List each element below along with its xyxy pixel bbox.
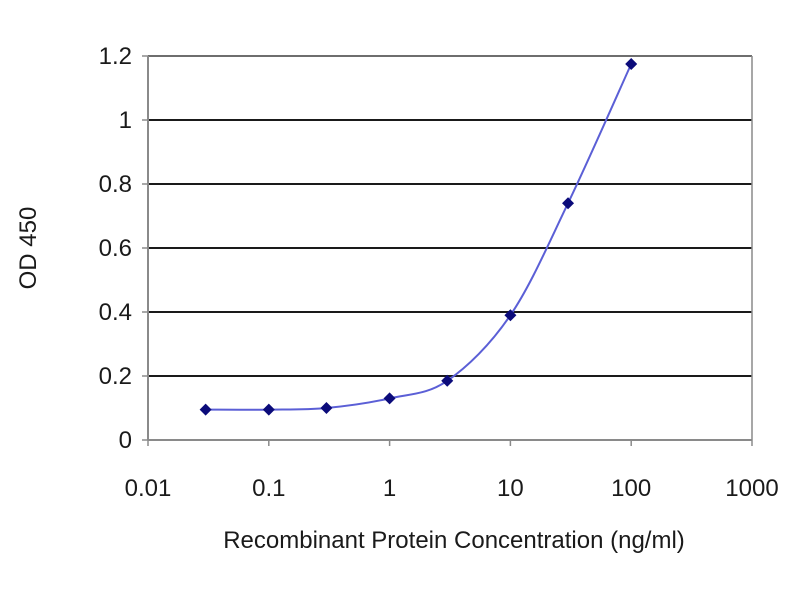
series-line	[205, 63, 633, 411]
tick-labels: 0.01 0.1 1 10 100 1000 0 0.2 0.4 0.6 0.8 1 1.2	[99, 43, 779, 502]
x-tick-label: 1	[383, 475, 396, 502]
y-tick-label: 0.8	[99, 171, 132, 198]
y-tick-label: 0.6	[99, 235, 132, 262]
y-tick-label: 0.4	[99, 299, 132, 326]
x-tick-label: 100	[611, 475, 651, 502]
data-point-marker	[320, 402, 333, 414]
y-tick-label: 0	[119, 427, 132, 454]
grid-lines	[148, 55, 752, 377]
x-axis-title: Recombinant Protein Concentration (ng/ml…	[223, 527, 685, 554]
data-point-marker	[625, 58, 638, 70]
data-point-marker	[383, 392, 396, 405]
data-point-marker	[504, 309, 517, 322]
y-axis-title: OD 450	[15, 207, 42, 290]
data-point-marker	[199, 403, 212, 416]
axes	[142, 55, 753, 446]
x-tick-label: 1000	[725, 475, 778, 502]
y-tick-label: 1	[119, 107, 132, 134]
data-point-marker	[562, 197, 575, 210]
data-point-marker	[441, 374, 454, 387]
x-tick-label: 0.01	[125, 475, 172, 502]
data-series	[199, 58, 638, 416]
data-point-marker	[262, 403, 275, 416]
y-tick-label: 0.2	[99, 363, 132, 390]
x-tick-label: 0.1	[252, 475, 285, 502]
y-tick-label: 1.2	[99, 43, 132, 70]
x-tick-label: 10	[497, 475, 524, 502]
